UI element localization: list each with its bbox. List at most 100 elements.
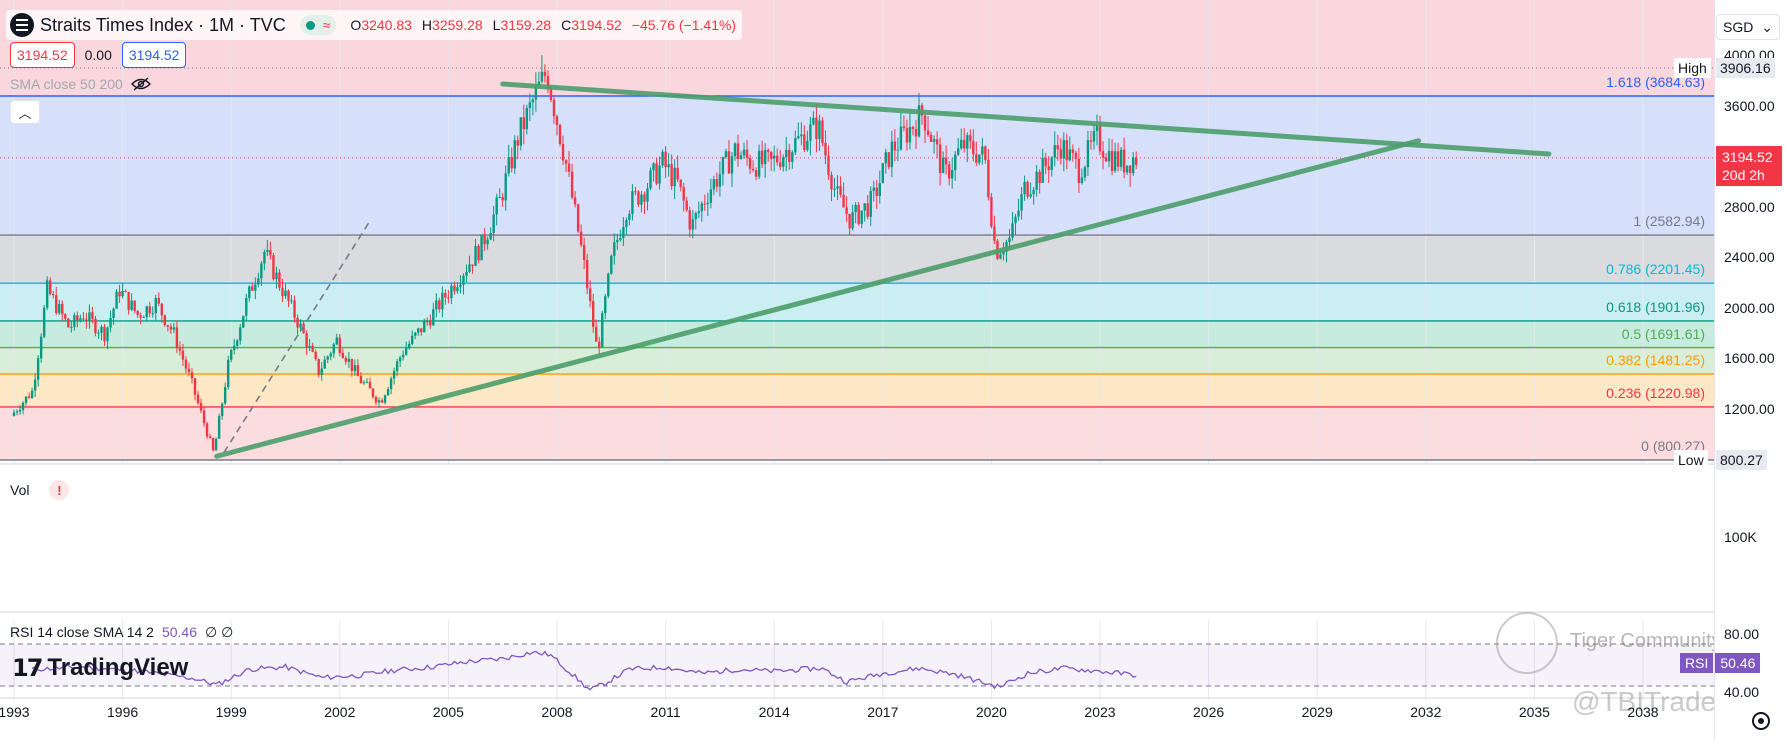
candle-body xyxy=(184,359,188,369)
currency-select[interactable]: SGD ⌄ xyxy=(1716,14,1780,40)
rsi-pane xyxy=(0,643,1714,691)
candle-body xyxy=(812,117,815,125)
candle-body xyxy=(456,287,459,292)
candle-body xyxy=(486,239,489,245)
candle-body xyxy=(957,148,960,155)
candle-body xyxy=(863,203,866,211)
eye-off-icon[interactable] xyxy=(130,77,151,91)
candle-body xyxy=(374,396,378,403)
candle-body xyxy=(42,307,46,337)
candle-body xyxy=(1050,157,1053,170)
candle-body xyxy=(127,291,130,310)
candle-body xyxy=(88,312,91,322)
candle-body xyxy=(58,303,61,313)
candle-body xyxy=(73,315,76,327)
warning-icon[interactable]: ! xyxy=(49,480,70,500)
candle-body xyxy=(112,308,115,319)
collapse-legend-button[interactable]: ︿ xyxy=(10,100,40,124)
volume-indicator-label[interactable]: Vol ! xyxy=(10,480,70,500)
candle-body xyxy=(721,157,725,175)
buy-button[interactable]: 3194.52 xyxy=(121,42,187,68)
low-value: 3159.28 xyxy=(500,17,552,33)
candle-body xyxy=(109,318,112,328)
candle-body xyxy=(236,340,239,346)
candle-body xyxy=(166,325,170,327)
candle-body xyxy=(848,213,851,229)
candle-body xyxy=(359,376,363,384)
sma-indicator-label[interactable]: SMA close 50 200 xyxy=(10,76,151,92)
candle-body xyxy=(362,382,366,384)
candle-body xyxy=(492,214,495,234)
candle-body xyxy=(582,245,586,261)
candle-body xyxy=(1071,149,1075,153)
price-tick: 3600.00 xyxy=(1724,97,1775,114)
candle-body xyxy=(1125,165,1129,173)
candle-body xyxy=(869,190,872,217)
candle-body xyxy=(875,187,878,196)
candle-body xyxy=(622,226,625,239)
candle-body xyxy=(676,167,679,180)
trendlines[interactable] xyxy=(214,81,1552,459)
candle-body xyxy=(106,327,109,342)
candle-body xyxy=(401,354,405,358)
candle-body xyxy=(302,323,305,334)
candle-body xyxy=(91,312,94,319)
candle-body xyxy=(368,381,372,389)
candle-body xyxy=(984,146,987,160)
candle-body xyxy=(1056,145,1059,150)
candle-body xyxy=(435,300,438,310)
candle-body xyxy=(260,263,263,279)
fib-band-0.5 xyxy=(0,347,1714,375)
candle-body xyxy=(432,309,435,326)
candle-body xyxy=(625,219,628,227)
menu-icon[interactable] xyxy=(10,13,34,37)
candle-body xyxy=(769,151,773,159)
candle-body xyxy=(383,395,387,403)
fib-label-0.382: 0.382 (1481.25) xyxy=(1606,352,1705,369)
candle-body xyxy=(275,272,278,280)
candle-body xyxy=(947,164,951,179)
candle-body xyxy=(24,396,28,403)
time-tick: 2005 xyxy=(432,704,464,720)
candle-body xyxy=(293,300,296,318)
candle-body xyxy=(202,410,206,424)
candle-body xyxy=(338,337,341,353)
candle-body xyxy=(706,202,710,205)
candle-body xyxy=(519,117,522,146)
fib-band-1 xyxy=(0,235,1714,284)
candle-body xyxy=(598,341,601,348)
candle-body xyxy=(242,315,245,328)
low-marker-value: 800.27 xyxy=(1716,450,1767,470)
candle-body xyxy=(694,213,697,220)
candle-body xyxy=(411,335,414,344)
candle-body xyxy=(296,317,299,328)
candle-body xyxy=(386,389,390,396)
candle-body xyxy=(97,332,100,334)
candle-body xyxy=(950,170,954,179)
candle-body xyxy=(12,412,16,416)
candle-body xyxy=(634,191,637,193)
candle-body xyxy=(646,188,649,202)
sell-button[interactable]: 3194.52 xyxy=(10,42,75,68)
candle-body xyxy=(754,170,758,177)
symbol-title[interactable]: Straits Times Index · 1M · TVC xyxy=(40,14,286,35)
candle-body xyxy=(151,313,154,315)
candle-body xyxy=(724,151,728,158)
rsi-indicator-label[interactable]: RSI 14 close SMA 14 2 50.46 ∅ ∅ xyxy=(10,624,234,640)
candle-body xyxy=(1014,216,1017,224)
time-tick: 2017 xyxy=(867,704,899,720)
market-status[interactable]: ≈ xyxy=(299,15,337,35)
candle-body xyxy=(616,239,619,243)
symbol-header[interactable]: Straits Times Index · 1M · TVC ≈ O3240.8… xyxy=(6,10,743,40)
price-axis[interactable] xyxy=(1714,0,1785,741)
status-dot-icon xyxy=(305,20,315,30)
candle-body xyxy=(592,300,595,327)
settings-gear-icon[interactable] xyxy=(1752,712,1770,730)
candle-body xyxy=(854,204,857,213)
rsi-axis-tick-lower: 40.00 xyxy=(1724,684,1760,700)
candle-body xyxy=(987,159,990,198)
candle-body xyxy=(392,371,396,379)
candle-body xyxy=(1059,149,1062,159)
tradingview-logo[interactable]: 17 TradingView xyxy=(12,654,189,682)
